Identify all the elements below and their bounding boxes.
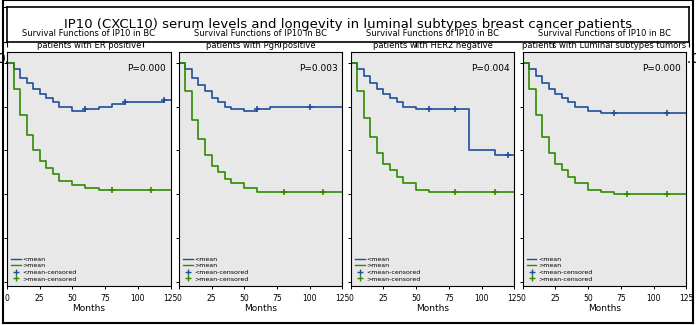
Text: P=0.004: P=0.004 xyxy=(470,64,509,73)
X-axis label: Months: Months xyxy=(416,304,449,313)
Title: Survival Functions of IP10 in BC
patients with HER2 negative: Survival Functions of IP10 in BC patient… xyxy=(366,29,499,50)
Title: Survival Functions of IP10 in BC
patients with Luminal subtypes tumors: Survival Functions of IP10 in BC patient… xyxy=(523,29,686,50)
Text: P=0.003: P=0.003 xyxy=(299,64,338,73)
Title: Survival Functions of IP10 in BC
patients with ER positive: Survival Functions of IP10 in BC patient… xyxy=(22,29,155,50)
Legend: <mean, >mean, <mean-censored, >mean-censored: <mean, >mean, <mean-censored, >mean-cens… xyxy=(182,255,250,283)
X-axis label: Months: Months xyxy=(72,304,105,313)
Legend: <mean, >mean, <mean-censored, >mean-censored: <mean, >mean, <mean-censored, >mean-cens… xyxy=(10,255,78,283)
Legend: <mean, >mean, <mean-censored, >mean-censored: <mean, >mean, <mean-censored, >mean-cens… xyxy=(354,255,422,283)
Text: P=0.000: P=0.000 xyxy=(127,64,166,73)
X-axis label: Months: Months xyxy=(588,304,621,313)
Title: Survival Functions of IP10 in BC
patients with PgR positive: Survival Functions of IP10 in BC patient… xyxy=(194,29,327,50)
X-axis label: Months: Months xyxy=(244,304,277,313)
Legend: <mean, >mean, <mean-censored, >mean-censored: <mean, >mean, <mean-censored, >mean-cens… xyxy=(525,255,594,283)
Text: P=0.000: P=0.000 xyxy=(642,64,681,73)
Text: IP10 (CXCL10) serum levels and longevity in luminal subtypes breast cancer patie: IP10 (CXCL10) serum levels and longevity… xyxy=(64,18,632,31)
